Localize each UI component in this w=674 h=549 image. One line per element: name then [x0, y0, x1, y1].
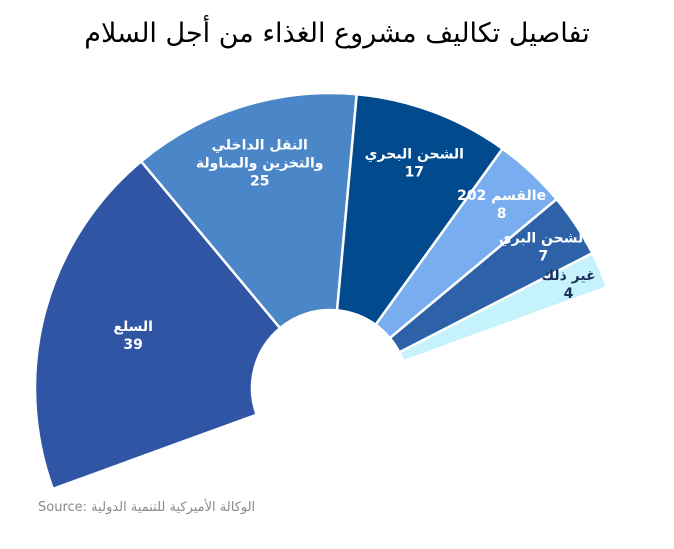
segment-6 [397, 251, 609, 363]
segment-value: 25 [250, 173, 269, 189]
segment-label-6: غير ذلك 4 [541, 268, 595, 302]
segment-label-1: السلع 39 [113, 319, 153, 353]
segment-2 [139, 91, 359, 330]
segment-value: 39 [123, 337, 142, 353]
segment-name: الشحن البري [499, 231, 588, 248]
segment-value: 8 [497, 206, 507, 222]
chart-title: تفاصيل تكاليف مشروع الغذاء من أجل السلام [84, 18, 590, 49]
segment-3 [335, 92, 505, 327]
chart-segments [33, 91, 609, 491]
segment-value: 17 [405, 164, 424, 180]
segment-name: غير ذلك [541, 268, 595, 284]
segment-label-3: الشحن البحري 17 [365, 146, 464, 180]
segment-name: السلع [113, 319, 153, 335]
segment-label-2: النقل الداخلي والتخزين والمناولة 25 [196, 137, 324, 189]
segment-name: الشحن البحري [365, 146, 464, 163]
segment-1 [33, 159, 282, 491]
segment-name: القسم 202e [457, 188, 546, 204]
segment-label-4: القسم 202e 8 [457, 188, 546, 222]
chart-labels: السلع 39 النقل الداخلي والتخزين والمناولة 25… [113, 137, 595, 353]
source-note: Source: الوكالة الأميركية للتنمية الدولي… [38, 500, 256, 515]
segment-value: 7 [539, 249, 549, 265]
segment-value: 4 [564, 286, 574, 302]
segment-name: النقل الداخلي [212, 137, 308, 153]
segment-name: والتخزين والمناولة [196, 155, 324, 171]
segment-label-5: الشحن البري 7 [499, 231, 588, 265]
